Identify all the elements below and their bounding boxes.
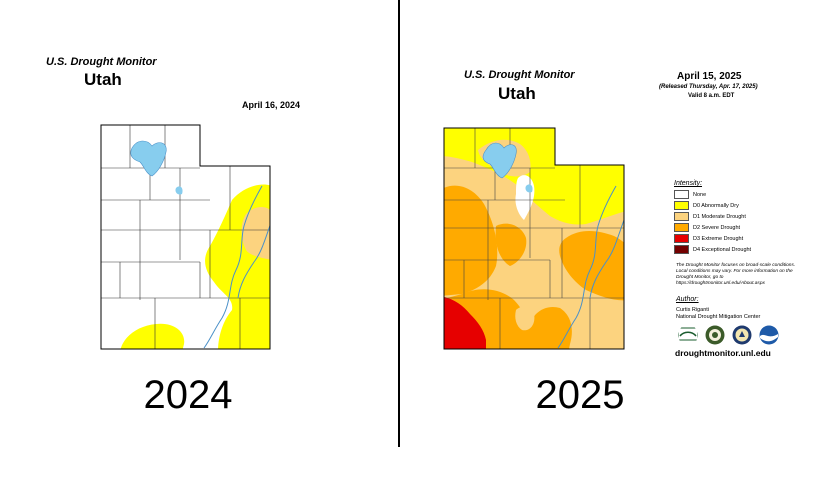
state-title: Utah xyxy=(498,84,536,103)
legend-label: None xyxy=(693,191,707,198)
year-label: 2025 xyxy=(535,373,625,417)
legend-item: D0 Abnormally Dry xyxy=(674,200,794,211)
legend-item: D1 Moderate Drought xyxy=(674,211,794,222)
legend-item: D3 Extreme Drought xyxy=(674,233,794,244)
author-name: Curtis Riganti xyxy=(676,307,710,313)
author-org: National Drought Mitigation Center xyxy=(676,314,761,320)
legend-label: D4 Exceptional Drought xyxy=(693,246,752,253)
great-salt-lake xyxy=(130,140,167,177)
d3-area-southwest xyxy=(444,296,486,349)
website-url: droughtmonitor.unl.edu xyxy=(675,348,771,358)
legend-swatch xyxy=(674,245,689,254)
d2-area-west xyxy=(444,185,498,296)
great-salt-lake xyxy=(482,142,517,179)
d1-area-east xyxy=(241,207,270,260)
legend-items: None D0 Abnormally Dry D1 Moderate Drought… xyxy=(674,189,794,255)
source-title: U.S. Drought Monitor xyxy=(46,56,157,68)
d2-area-east xyxy=(559,231,624,301)
d2-area-central xyxy=(495,223,527,266)
panel-divider xyxy=(398,0,400,447)
source-title: U.S. Drought Monitor xyxy=(464,69,575,81)
legend-swatch xyxy=(674,234,689,243)
map-date: April 15, 2025 xyxy=(677,71,742,82)
legend-label: D3 Extreme Drought xyxy=(693,235,744,242)
panel-2024: U.S. Drought Monitor Utah April 16, 2024… xyxy=(0,0,398,500)
legend: Intensity: None D0 Abnormally Dry D1 Moder… xyxy=(674,180,794,255)
colorado-river xyxy=(237,219,270,299)
map-date: April 16, 2024 xyxy=(242,100,301,110)
panel-2025: U.S. Drought Monitor Utah April 15, 2025… xyxy=(400,0,829,500)
legend-swatch xyxy=(674,223,689,232)
legend-swatch xyxy=(674,190,689,199)
legend-item: D2 Severe Drought xyxy=(674,222,794,233)
state-border xyxy=(443,127,625,350)
utah-lake xyxy=(525,184,533,193)
author-block: Curtis Riganti National Drought Mitigati… xyxy=(676,307,760,321)
legend-note: The Drought Monitor focuses on broad-sca… xyxy=(676,263,796,286)
year-label: 2024 xyxy=(143,373,233,417)
noaa-logo xyxy=(759,325,779,345)
legend-swatch xyxy=(674,201,689,210)
state-border xyxy=(100,124,271,350)
legend-item: None xyxy=(674,189,794,200)
utah-lake xyxy=(175,186,183,195)
green-river xyxy=(557,185,617,349)
legend-label: D2 Severe Drought xyxy=(693,224,741,231)
legend-label: D1 Moderate Drought xyxy=(693,213,746,220)
commerce-logo xyxy=(732,325,752,345)
green-river xyxy=(203,185,263,349)
legend-swatch xyxy=(674,212,689,221)
valid-time: Valid 8 a.m. EDT xyxy=(688,93,735,99)
ndmc-logo xyxy=(705,325,725,345)
release-note: (Released Thursday, Apr. 17, 2025) xyxy=(659,84,758,90)
author-title: Author: xyxy=(676,296,699,303)
d0-area-southwest xyxy=(120,323,185,349)
state-title: Utah xyxy=(84,70,122,89)
utah-drought-map-2025 xyxy=(443,127,625,350)
utah-drought-map-2024 xyxy=(100,124,271,350)
legend-item: D4 Exceptional Drought xyxy=(674,244,794,255)
colorado-river xyxy=(589,219,624,299)
usda-logo xyxy=(678,327,698,341)
legend-title: Intensity: xyxy=(674,180,703,187)
legend-label: D0 Abnormally Dry xyxy=(693,202,739,209)
d1-area-south xyxy=(515,306,535,331)
